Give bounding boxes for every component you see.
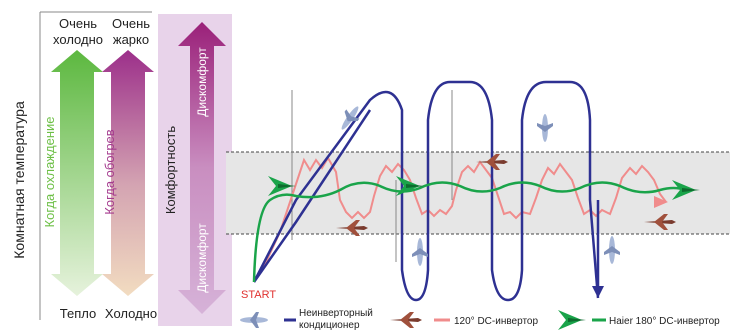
dc120-curve-arrowhead <box>654 196 668 208</box>
discomfort-arrow <box>178 22 226 314</box>
legend-item-dc120: 120° DC-инвертор <box>390 312 538 328</box>
non-inverter-arrowhead <box>592 286 604 298</box>
brown-jet-icon <box>390 312 422 328</box>
start-label: START <box>241 289 276 301</box>
discomfort-bottom-label: Дискомфорт <box>195 223 209 293</box>
comfort-label: Комфортность <box>163 126 178 214</box>
blue-airplane-icon <box>341 106 360 130</box>
legend-label-dc120: 120° DC-инвертор <box>454 316 538 327</box>
non-inverter-second-rise <box>252 109 372 283</box>
blue-airplane-icon <box>240 312 268 328</box>
legend-label-non-inverter-line1: Неинверторный <box>299 308 373 319</box>
room-temperature-label: Комнатная температура <box>11 101 27 259</box>
legend: Неинверторный кондиционер 120° DC-инверт… <box>240 308 720 331</box>
green-bird-icon <box>558 310 586 330</box>
blue-airplane-icon <box>604 236 620 264</box>
very-cold-line1: Очень <box>59 16 97 31</box>
green-bird-icon <box>396 176 424 196</box>
brown-jet-icon <box>336 220 368 236</box>
very-cold-line2: холодно <box>53 32 103 47</box>
blue-airplane-icon <box>412 238 428 266</box>
cooling-label: Когда охлаждение <box>42 117 57 228</box>
very-hot-line2: жарко <box>113 32 149 47</box>
warm-label: Тепло <box>60 306 96 321</box>
haier-curve <box>252 181 687 283</box>
dc120-curve <box>253 156 667 283</box>
brown-jet-icon <box>644 214 676 230</box>
heating-arrow <box>102 50 154 296</box>
blue-airplane-icon <box>537 114 553 142</box>
legend-label-non-inverter-line2: кондиционер <box>299 320 360 331</box>
green-bird-icon <box>672 180 700 200</box>
cold-label: Холодно <box>105 306 157 321</box>
legend-label-haier: Haier 180° DC-инвертор <box>609 316 720 327</box>
non-inverter-curve <box>252 80 600 302</box>
heating-label: Когда обогрев <box>102 129 117 214</box>
very-hot-line1: Очень <box>112 16 150 31</box>
green-bird-icon <box>268 176 296 196</box>
discomfort-top-label: Дискомфорт <box>195 47 209 117</box>
brown-jet-icon <box>476 154 508 170</box>
legend-item-non-inverter: Неинверторный кондиционер <box>240 308 373 331</box>
legend-item-haier: Haier 180° DC-инвертор <box>558 310 720 330</box>
cooling-arrow <box>51 50 103 296</box>
